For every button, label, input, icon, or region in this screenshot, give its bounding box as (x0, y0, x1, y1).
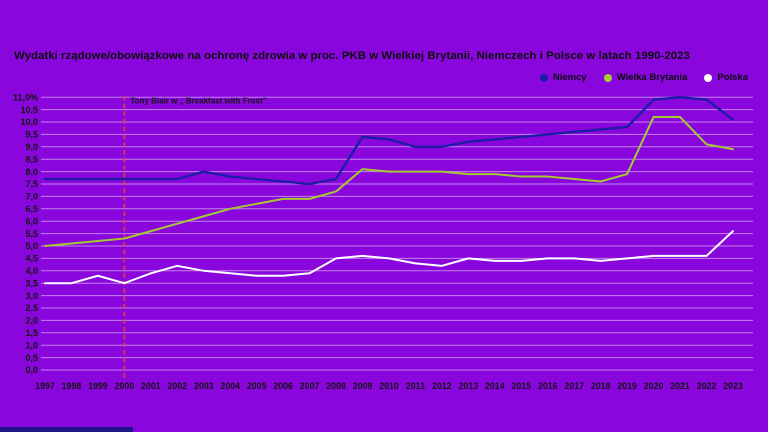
legend: Niemcy Wielka Brytania Polska (539, 72, 748, 83)
legend-dot-icon (539, 73, 548, 82)
x-tick-label: 2008 (326, 381, 346, 391)
y-tick-label: 10,0 (20, 117, 38, 127)
y-tick-label: 6,5 (25, 204, 38, 214)
x-tick-label: 2007 (300, 381, 320, 391)
y-tick-label: 4,5 (25, 254, 38, 264)
x-tick-label: 2009 (353, 381, 373, 391)
bottom-left-accent-bar (0, 427, 133, 432)
x-tick-label: 1998 (62, 381, 82, 391)
y-tick-label: 0,0 (25, 365, 38, 375)
y-tick-label: 2,5 (25, 303, 38, 313)
y-tick-label: 7,5 (25, 179, 38, 189)
y-tick-label: 3,5 (25, 278, 38, 288)
legend-item-polska: Polska (704, 72, 748, 83)
annotation-text: Tony Blair w „ Breakfast with Frost” (130, 97, 266, 106)
y-tick-label: 9,5 (25, 130, 38, 140)
x-tick-label: 2003 (194, 381, 214, 391)
x-tick-label: 2001 (141, 381, 161, 391)
y-tick-label: 8,0 (25, 167, 38, 177)
legend-label: Wielka Brytania (616, 72, 688, 83)
x-tick-label: 2005 (247, 381, 267, 391)
series-line-niemcy (43, 96, 735, 186)
y-tick-label: 0,5 (25, 353, 38, 363)
x-tick-label: 2004 (220, 381, 240, 391)
x-tick-label: 2011 (406, 381, 425, 391)
y-tick-label: 4,0 (25, 266, 38, 276)
y-tick-label: 6,0 (25, 216, 38, 226)
legend-item-wielka-brytania: Wielka Brytania (603, 72, 688, 83)
legend-dot-icon (704, 73, 713, 82)
legend-item-niemcy: Niemcy (539, 72, 587, 83)
x-tick-label: 2006 (273, 381, 293, 391)
y-tick-label: 3,0 (25, 291, 38, 301)
y-tick-label: 1,0 (25, 340, 38, 350)
chart-title: Wydatki rządowe/obowiązkowe na ochronę z… (14, 50, 690, 62)
x-tick-label: 1997 (35, 381, 55, 391)
x-tick-label: 2018 (591, 381, 611, 391)
series-line-polska (44, 230, 734, 285)
y-tick-label: 1,5 (25, 328, 38, 338)
y-tick-label: 2,0 (25, 316, 38, 326)
x-tick-label: 1999 (88, 381, 108, 391)
y-tick-label: 8,5 (25, 154, 38, 164)
x-tick-label: 2012 (432, 381, 452, 391)
legend-label: Niemcy (552, 72, 587, 83)
x-tick-label: 2002 (168, 381, 188, 391)
x-tick-label: 2013 (459, 381, 479, 391)
x-tick-label: 2022 (697, 381, 717, 391)
x-tick-label: 2020 (644, 381, 664, 391)
series-line-wielka-brytania (44, 116, 734, 247)
x-tick-label: 2017 (564, 381, 584, 391)
x-tick-label: 2010 (379, 381, 399, 391)
x-tick-label: 2016 (538, 381, 558, 391)
y-tick-label: 10,5 (20, 105, 38, 115)
y-tick-label: 9,0 (25, 142, 38, 152)
y-tick-label: 7,0 (25, 192, 38, 202)
x-tick-label: 2000 (115, 381, 135, 391)
legend-dot-icon (603, 73, 612, 82)
x-tick-label: 2021 (670, 381, 690, 391)
legend-label: Polska (717, 72, 748, 83)
x-tick-label: 2019 (617, 381, 637, 391)
y-tick-label: 5,0 (25, 241, 38, 251)
x-tick-label: 2015 (511, 381, 531, 391)
y-tick-label: 5,5 (25, 229, 38, 239)
x-tick-label: 2014 (485, 381, 505, 391)
y-tick-label: 11,0% (13, 92, 38, 102)
x-tick-label: 2023 (723, 381, 743, 391)
